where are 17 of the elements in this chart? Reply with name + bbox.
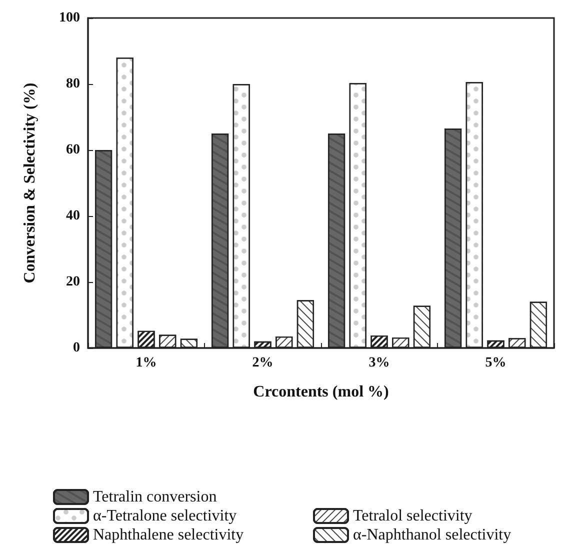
- legend-label: Tetralol selectivity: [353, 508, 472, 524]
- x-axis-title: Crcontents (mol %): [253, 384, 389, 400]
- y-tick-label: 40: [66, 208, 80, 224]
- y-tick-label: 100: [59, 10, 80, 26]
- y-axis-title: Conversion & Selectivity (%): [22, 82, 38, 284]
- legend-label: α-Naphthanol selectivity: [353, 526, 512, 544]
- legend-label: α-Tetralone selectivity: [93, 508, 237, 524]
- legend-label: Naphthalene selectivity: [93, 526, 244, 544]
- x-tick-label: 2%: [252, 356, 274, 370]
- y-tick-label: 20: [66, 274, 80, 290]
- y-tick-label: 60: [66, 142, 80, 158]
- x-tick-label: 1%: [136, 356, 157, 370]
- x-tick-label: 5%: [485, 356, 506, 370]
- x-tick-label: 3%: [368, 356, 390, 370]
- y-tick-label: 80: [66, 76, 80, 92]
- y-tick-label: 0: [73, 340, 80, 356]
- legend-label: Tetralin conversion: [93, 488, 217, 506]
